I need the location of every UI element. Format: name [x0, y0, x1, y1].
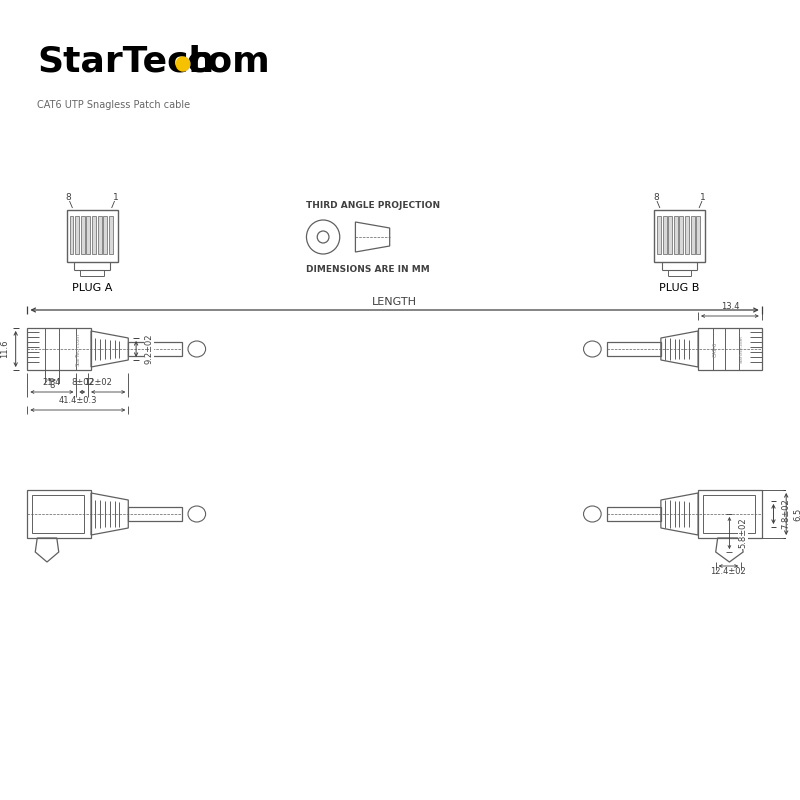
- Bar: [32, 495, 84, 533]
- Text: 41.4±0.3: 41.4±0.3: [58, 396, 97, 405]
- Text: PLUG B: PLUG B: [659, 283, 700, 293]
- Bar: [66, 210, 118, 262]
- Bar: [657, 216, 661, 254]
- Bar: [679, 216, 683, 254]
- Bar: [70, 216, 74, 254]
- Text: THIRD ANGLE PROJECTION: THIRD ANGLE PROJECTION: [306, 201, 441, 210]
- Text: PLUG A: PLUG A: [72, 283, 112, 293]
- Text: 5.8±02: 5.8±02: [738, 518, 748, 548]
- Text: 8±02: 8±02: [71, 378, 94, 387]
- Bar: [86, 216, 90, 254]
- Text: 8: 8: [66, 194, 71, 202]
- Bar: [128, 507, 182, 521]
- Text: CAT-6: CAT-6: [714, 342, 718, 357]
- Text: DIMENSIONS ARE IN MM: DIMENSIONS ARE IN MM: [306, 266, 430, 274]
- Bar: [27, 328, 91, 370]
- Circle shape: [176, 57, 190, 71]
- Text: com: com: [186, 45, 270, 79]
- Bar: [103, 216, 107, 254]
- Text: 7.8±02: 7.8±02: [782, 498, 790, 530]
- Text: LENGTH: LENGTH: [372, 297, 417, 307]
- Bar: [690, 216, 694, 254]
- Text: 11.6: 11.6: [1, 340, 10, 358]
- Bar: [607, 342, 661, 356]
- Bar: [662, 216, 666, 254]
- Bar: [98, 216, 102, 254]
- Text: 12.4±02: 12.4±02: [710, 567, 746, 576]
- Bar: [698, 328, 762, 370]
- Bar: [668, 216, 672, 254]
- Text: 8: 8: [653, 194, 659, 202]
- Text: 1: 1: [700, 194, 706, 202]
- Bar: [607, 507, 661, 521]
- Text: 8: 8: [50, 381, 54, 390]
- Bar: [75, 216, 79, 254]
- Bar: [674, 216, 678, 254]
- Text: StarTech: StarTech: [38, 45, 214, 79]
- Bar: [696, 216, 700, 254]
- Bar: [654, 210, 705, 262]
- Bar: [27, 490, 91, 538]
- Bar: [703, 495, 755, 533]
- Text: CAT6 UTP Snagless Patch cable: CAT6 UTP Snagless Patch cable: [38, 100, 190, 110]
- Text: 1: 1: [113, 194, 118, 202]
- Bar: [109, 216, 113, 254]
- Text: StarTech.com: StarTech.com: [740, 335, 744, 363]
- Bar: [685, 216, 689, 254]
- Bar: [698, 490, 762, 538]
- Text: StarTech.com: StarTech.com: [76, 333, 81, 366]
- Bar: [92, 216, 96, 254]
- Text: 6.5: 6.5: [794, 507, 800, 521]
- Text: 12±02: 12±02: [84, 378, 112, 387]
- Bar: [81, 216, 85, 254]
- Text: 21.4: 21.4: [42, 378, 61, 387]
- Text: 9.2±02: 9.2±02: [144, 334, 154, 364]
- Text: 13.4: 13.4: [721, 302, 739, 311]
- Bar: [128, 342, 182, 356]
